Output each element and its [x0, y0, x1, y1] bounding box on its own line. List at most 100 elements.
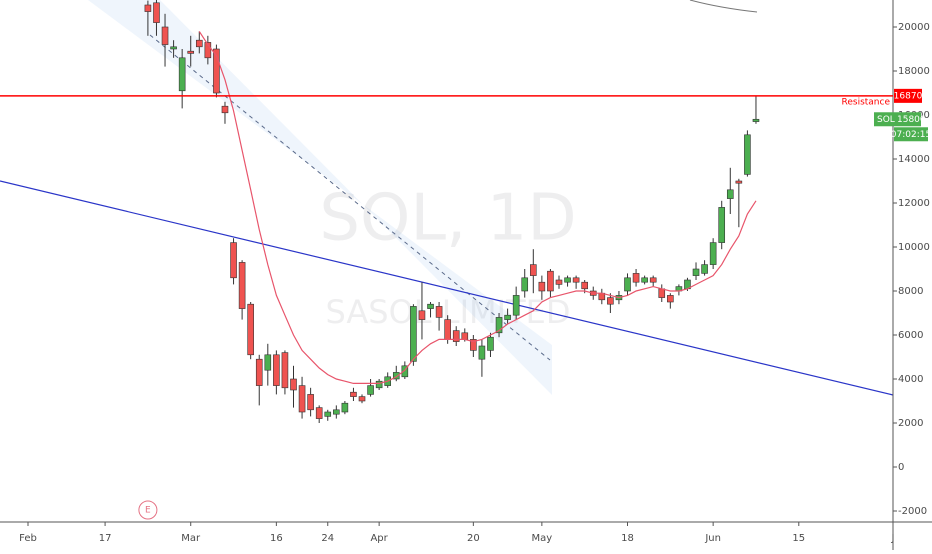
x-tick-label: Mar	[181, 533, 201, 544]
candle-body	[632, 273, 640, 283]
candle-body	[195, 39, 203, 48]
x-tick-label: Jun	[704, 533, 721, 544]
x-tick-label: 17	[99, 533, 112, 544]
y-tick-label: 6000	[898, 330, 923, 341]
candle-body	[144, 4, 152, 12]
countdown-box	[894, 127, 928, 142]
candle-body	[213, 48, 220, 94]
candle-body	[487, 336, 494, 351]
candle-body	[367, 385, 374, 395]
candle-body	[281, 352, 289, 389]
candle-body	[255, 358, 263, 386]
y-tick-label: 0	[898, 462, 904, 473]
candle-body	[187, 50, 195, 54]
candle-body	[298, 385, 306, 413]
y-tick-label: 2000	[898, 418, 923, 429]
candle-body	[247, 303, 254, 356]
last-price: 15806	[897, 115, 926, 125]
y-tick-label: 14000	[898, 154, 930, 165]
candle-body	[273, 354, 280, 386]
candle-body	[692, 268, 700, 276]
resistance-price: 16870	[894, 91, 923, 101]
candle-body	[641, 277, 648, 283]
candle-body	[401, 365, 409, 378]
event-marker	[138, 500, 158, 520]
candle-body	[427, 303, 434, 309]
x-tick-label: Apr	[370, 533, 388, 544]
candle-body	[264, 354, 272, 371]
symbol-label: SOL	[877, 115, 895, 125]
watermark: SOL, 1D	[319, 182, 576, 256]
x-tick-label: 15	[792, 533, 805, 544]
candle-body	[752, 118, 760, 122]
y-tick-label: -2000	[898, 506, 927, 517]
resistance-price-box	[894, 88, 922, 103]
candle-body	[667, 295, 674, 303]
candle-body	[392, 372, 400, 380]
channel-midline	[149, 34, 551, 361]
candle-body	[701, 264, 708, 274]
candle-body	[170, 46, 177, 50]
candle-body	[658, 288, 666, 298]
last-price-box	[874, 112, 921, 127]
candle-body	[735, 180, 743, 184]
candle-body	[230, 242, 237, 279]
y-tick-label: 8000	[898, 286, 923, 297]
candle-body	[418, 310, 426, 320]
y-tick-label: 18000	[898, 66, 930, 77]
candle-body	[452, 330, 460, 342]
countdown: 07:02:15	[891, 130, 931, 140]
candle-body	[221, 105, 229, 114]
candle-body	[324, 411, 332, 417]
candle-body	[478, 345, 486, 360]
candle-body	[410, 306, 417, 362]
candle-body	[649, 277, 657, 283]
candle-body	[495, 317, 503, 334]
candle-body	[341, 402, 349, 413]
x-tick-label: J	[891, 533, 895, 544]
candle-body	[238, 262, 246, 309]
candle-body	[547, 270, 554, 292]
candle-body	[726, 189, 734, 199]
candle-body	[444, 319, 451, 340]
candle-body	[521, 277, 529, 292]
candle-body	[333, 409, 340, 415]
y-tick-label: 12000	[898, 198, 930, 209]
resistance-label: Resistance	[842, 97, 891, 107]
candle-body	[461, 332, 469, 340]
moving-average	[198, 31, 757, 384]
candle-body	[718, 207, 726, 243]
candle-body	[204, 42, 212, 59]
trendline	[0, 180, 894, 396]
candle-body	[161, 26, 169, 45]
y-tick-label: 10000	[898, 242, 930, 253]
x-tick-label: Feb	[19, 533, 37, 544]
x-tick-label: 20	[467, 533, 480, 544]
candle-body	[178, 57, 186, 92]
candle-body	[358, 396, 366, 402]
candle-body	[624, 277, 631, 292]
candle-body	[350, 391, 357, 397]
y-tick-label: 4000	[898, 374, 923, 385]
candle-body	[512, 295, 520, 316]
x-tick-label: May	[532, 533, 553, 544]
candle-body	[375, 380, 383, 389]
candle-body	[744, 134, 751, 175]
event-label: E	[145, 506, 151, 516]
candle-body	[607, 297, 614, 305]
long-average	[689, 0, 758, 13]
x-tick-label: 24	[321, 533, 334, 544]
candle-body	[153, 2, 160, 23]
candle-body	[315, 407, 323, 419]
candle-body	[538, 281, 546, 292]
y-tick-label: 20000	[898, 22, 930, 33]
candle-body	[290, 378, 297, 391]
candle-body	[470, 339, 477, 351]
candle-body	[572, 277, 580, 283]
x-tick-label: 18	[621, 533, 634, 544]
candle-body	[555, 279, 563, 285]
x-tick-label: 16	[270, 533, 283, 544]
candle-body	[581, 281, 588, 290]
